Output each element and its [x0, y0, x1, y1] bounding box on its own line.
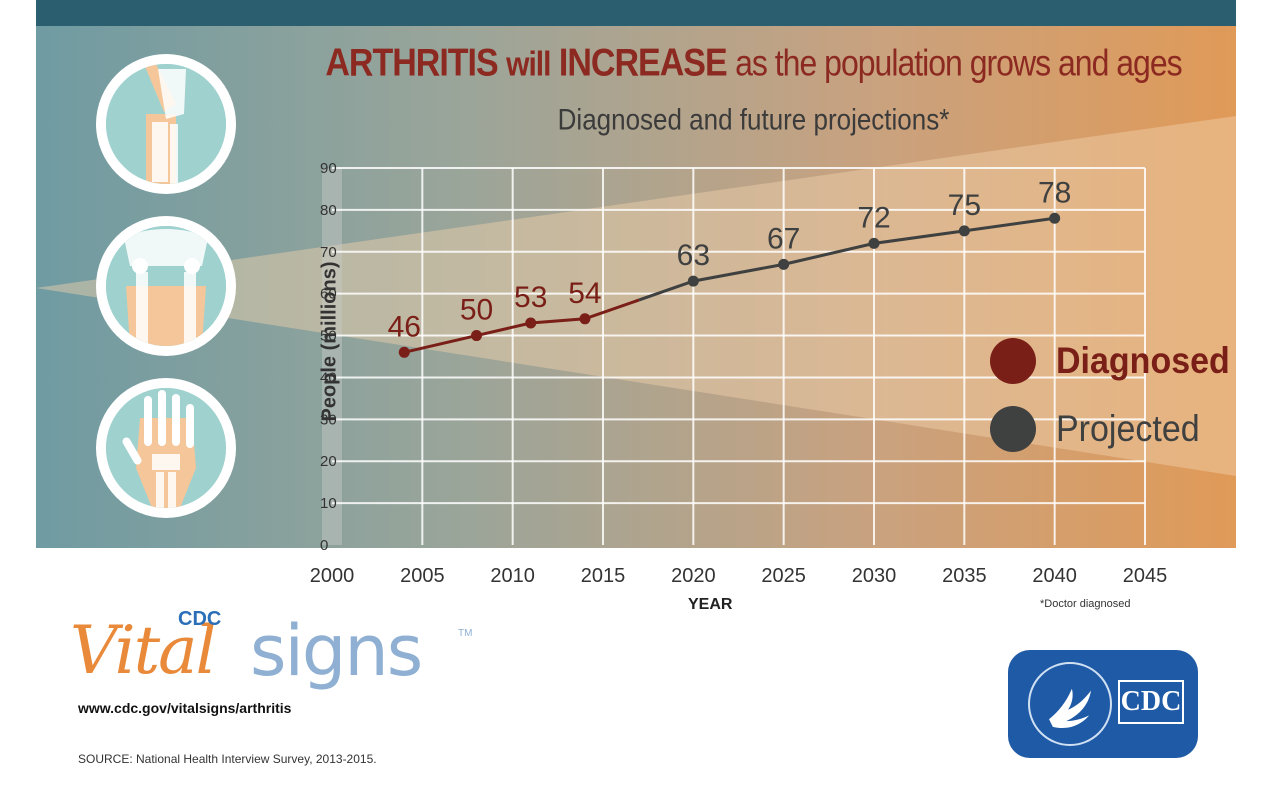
- y-tick-label: 70: [320, 244, 337, 261]
- diagnosed-point: [525, 317, 537, 329]
- x-tick-label: 2005: [400, 565, 445, 587]
- projected-point: [958, 225, 970, 237]
- projected-value-label: 78: [1038, 176, 1071, 209]
- y-axis-band: [322, 168, 342, 545]
- hand-joint-icon: [96, 378, 236, 518]
- y-tick-label: 60: [320, 286, 337, 303]
- hip-joint-icon: [96, 216, 236, 356]
- y-tick-label: 50: [320, 328, 337, 345]
- legend-diagnosed-swatch: [990, 338, 1036, 384]
- cdc-logo-badge: CDC: [1008, 650, 1198, 758]
- projected-value-label: 67: [767, 222, 800, 255]
- vitalsigns-logo-tm: TM: [458, 628, 473, 639]
- top-banner-bar: [36, 0, 1236, 26]
- cdc-badge-text: CDC: [1118, 680, 1184, 724]
- footnote: *Doctor diagnosed: [1040, 598, 1131, 610]
- title-word-arthritis: ARTHRITIS: [325, 41, 498, 85]
- projected-point: [778, 258, 790, 270]
- x-tick-label: 2040: [1032, 565, 1077, 587]
- vitalsigns-logo-vital: Vital: [70, 612, 217, 689]
- y-tick-label: 80: [320, 202, 337, 219]
- data-labels: 46 50 53 54 63 67 72 75 78: [388, 176, 1072, 343]
- y-axis-label: People (millions): [318, 261, 341, 422]
- title-word-will: will: [506, 45, 551, 84]
- diagnosed-point: [579, 313, 591, 325]
- series-points: [398, 212, 1061, 358]
- title-tail: as the population grows and ages: [735, 42, 1183, 84]
- projected-point: [868, 237, 880, 249]
- chart-panel: [36, 26, 1236, 548]
- knee-joint-icon: [96, 54, 236, 194]
- diagnosed-value-label: 50: [460, 294, 493, 327]
- chart-subtitle: Diagnosed and future projections*: [557, 101, 950, 137]
- projected-value-label: 75: [948, 189, 981, 222]
- diagnosed-point: [471, 330, 483, 342]
- chart-title: ARTHRITIS will INCREASE as the populatio…: [0, 41, 1267, 86]
- projected-value-label: 72: [857, 201, 890, 234]
- diagnosed-value-label: 53: [514, 281, 547, 314]
- legend-projected-label: Projected: [1056, 408, 1200, 450]
- x-tick-label: 2015: [581, 565, 626, 587]
- projected-point: [1049, 212, 1061, 224]
- y-tick-label: 90: [320, 160, 337, 177]
- x-tick-label: 2000: [310, 565, 355, 587]
- projected-point: [687, 275, 699, 287]
- y-tick-label: 10: [320, 495, 337, 512]
- x-tick-label: 2010: [490, 565, 535, 587]
- projected-value-label: 63: [677, 239, 710, 272]
- y-tick-label: 0: [320, 537, 328, 554]
- legend-diagnosed-label: Diagnosed: [1056, 340, 1230, 382]
- vitalsigns-logo-cdc: CDC: [178, 608, 222, 630]
- series-lines: [403, 216, 1055, 354]
- x-axis-label: YEAR: [688, 596, 733, 613]
- y-tick-label: 30: [320, 411, 337, 428]
- x-axis-ticks: 2000 2005 2010 2015 2020 2025 2030 2035 2040 2045: [310, 565, 1168, 587]
- diagnosed-value-label: 54: [568, 277, 601, 310]
- y-tick-label: 40: [320, 369, 337, 386]
- x-tick-label: 2035: [942, 565, 987, 587]
- source-citation: SOURCE: National Health Interview Survey…: [78, 752, 377, 766]
- legend-projected-swatch: [990, 406, 1036, 452]
- x-tick-label: 2045: [1123, 565, 1168, 587]
- title-word-increase: INCREASE: [558, 41, 728, 85]
- y-tick-label: 20: [320, 453, 337, 470]
- source-url-link[interactable]: www.cdc.gov/vitalsigns/arthritis: [78, 700, 292, 716]
- hhs-eagle-seal-icon: [1028, 662, 1112, 746]
- light-beam-background: [36, 116, 1236, 476]
- x-tick-label: 2030: [852, 565, 897, 587]
- x-tick-label: 2025: [761, 565, 806, 587]
- vitalsigns-logo-signs: signs: [250, 610, 423, 692]
- y-axis-ticks: 0 10 20 30 40 50 60 70 80 90: [320, 160, 337, 554]
- diagnosed-point: [398, 346, 410, 358]
- diagnosed-value-label: 46: [388, 310, 421, 343]
- x-tick-label: 2020: [671, 565, 716, 587]
- projected-line: [638, 216, 1055, 302]
